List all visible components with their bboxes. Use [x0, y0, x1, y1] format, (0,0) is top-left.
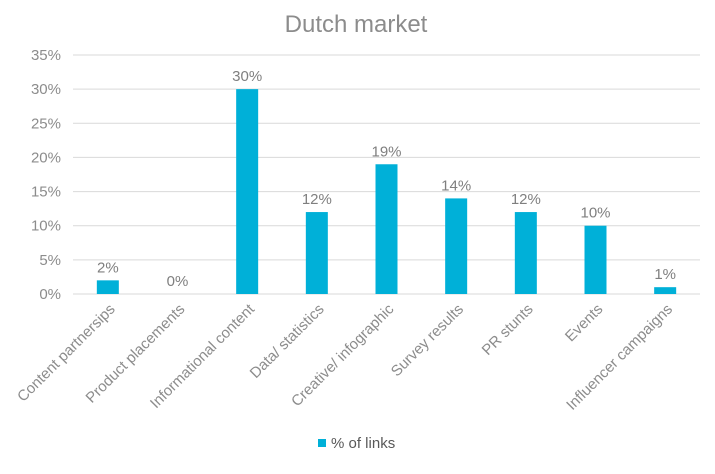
y-tick-label: 10% [31, 218, 61, 235]
data-label: 0% [167, 273, 189, 290]
legend-swatch [318, 439, 326, 447]
data-label: 30% [232, 68, 262, 85]
data-label: 1% [654, 266, 676, 283]
x-tick-label: Survey results [388, 301, 467, 380]
y-tick-label: 5% [39, 252, 61, 269]
bars [96, 89, 677, 295]
bar [445, 198, 468, 294]
legend-label: % of links [331, 435, 395, 452]
x-tick-label: PR stunts [479, 301, 537, 359]
chart-title: Dutch market [285, 11, 428, 38]
bar [654, 287, 677, 294]
bar [236, 89, 259, 295]
bar [375, 164, 398, 294]
data-label: 10% [580, 205, 610, 222]
bar [584, 225, 607, 294]
legend: % of links [318, 435, 395, 452]
bar [514, 212, 537, 294]
y-tick-label: 30% [31, 81, 61, 98]
data-labels: 2% 0% 30% 12% 19% 14% 12% 10% 1% [97, 68, 676, 290]
y-axis-ticks: 0% 5% 10% 15% 20% 25% 30% 35% [31, 47, 61, 303]
bar [305, 212, 328, 294]
bar [96, 280, 119, 294]
data-label: 19% [371, 143, 401, 160]
y-tick-label: 15% [31, 184, 61, 201]
data-label: 2% [97, 259, 119, 276]
data-label: 12% [302, 191, 332, 208]
y-tick-label: 35% [31, 47, 61, 64]
y-tick-label: 20% [31, 149, 61, 166]
x-tick-label: Events [562, 301, 606, 345]
y-tick-label: 0% [39, 286, 61, 303]
data-label: 12% [511, 191, 541, 208]
data-label: 14% [441, 177, 471, 194]
y-tick-label: 25% [31, 115, 61, 132]
